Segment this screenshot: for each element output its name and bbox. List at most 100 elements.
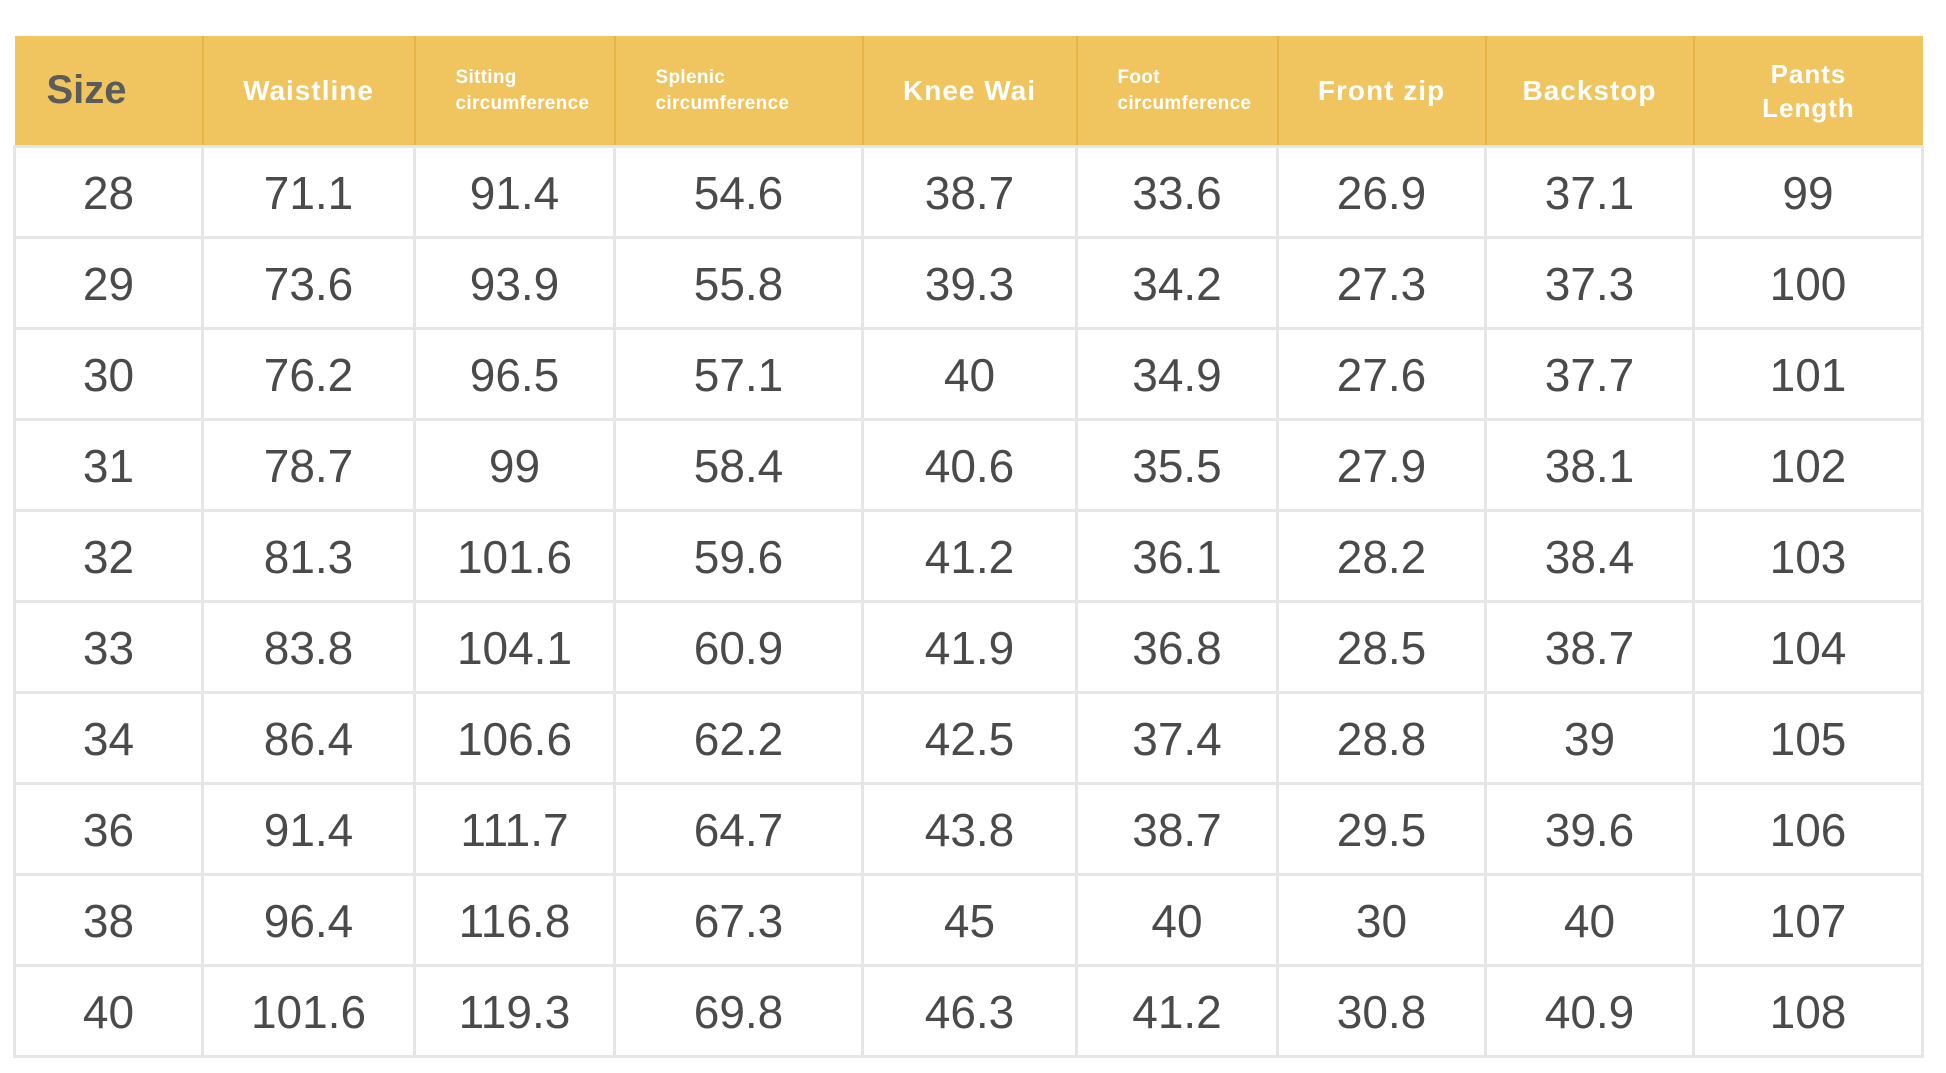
header-row: Size Waistline Sitting circumference Spl… — [14, 36, 1923, 147]
header-knee-wai-label: Knee Wai — [903, 74, 1036, 106]
table-row: 28 71.1 91.4 54.6 38.7 33.6 26.9 37.1 99 — [13, 145, 1924, 239]
cell-front-zip: 26.9 — [1276, 145, 1487, 239]
cell-knee-wai: 40.6 — [861, 418, 1078, 512]
cell-backstop: 40 — [1484, 873, 1695, 967]
cell-waistline: 91.4 — [201, 782, 416, 876]
cell-backstop: 37.7 — [1484, 327, 1695, 421]
cell-front-zip: 30 — [1276, 873, 1487, 967]
header-foot-line2: circumference — [1117, 92, 1252, 114]
cell-pants-length: 100 — [1692, 236, 1924, 330]
cell-size: 34 — [13, 691, 204, 785]
cell-front-zip: 27.6 — [1276, 327, 1487, 421]
cell-sitting-circumference: 106.6 — [413, 691, 616, 785]
cell-size: 40 — [13, 964, 204, 1058]
cell-waistline: 101.6 — [201, 964, 416, 1058]
cell-foot-circumference: 36.8 — [1075, 600, 1279, 694]
cell-backstop: 38.4 — [1484, 509, 1695, 603]
cell-pants-length: 108 — [1692, 964, 1924, 1058]
cell-splenic-circumference: 58.4 — [613, 418, 864, 512]
cell-backstop: 37.3 — [1484, 236, 1695, 330]
cell-foot-circumference: 33.6 — [1075, 145, 1279, 239]
cell-size: 29 — [13, 236, 204, 330]
table-row: 29 73.6 93.9 55.8 39.3 34.2 27.3 37.3 100 — [13, 236, 1924, 330]
cell-splenic-circumference: 55.8 — [613, 236, 864, 330]
header-splenic-line2: circumference — [655, 92, 790, 114]
table-row: 38 96.4 116.8 67.3 45 40 30 40 107 — [13, 873, 1924, 967]
header-size-label: Size — [46, 68, 127, 112]
header-pants-length: Pants Length — [1693, 36, 1923, 147]
cell-sitting-circumference: 119.3 — [413, 964, 616, 1058]
cell-splenic-circumference: 54.6 — [613, 145, 864, 239]
cell-knee-wai: 38.7 — [861, 145, 1078, 239]
table-row: 32 81.3 101.6 59.6 41.2 36.1 28.2 38.4 103 — [13, 509, 1924, 603]
cell-size: 31 — [13, 418, 204, 512]
cell-sitting-circumference: 91.4 — [413, 145, 616, 239]
cell-knee-wai: 41.2 — [861, 509, 1078, 603]
cell-splenic-circumference: 57.1 — [613, 327, 864, 421]
cell-front-zip: 28.2 — [1276, 509, 1487, 603]
cell-splenic-circumference: 62.2 — [613, 691, 864, 785]
header-splenic-line1: Splenic — [655, 66, 726, 88]
cell-sitting-circumference: 96.5 — [413, 327, 616, 421]
cell-sitting-circumference: 99 — [413, 418, 616, 512]
cell-foot-circumference: 35.5 — [1075, 418, 1279, 512]
header-pants-line2: Length — [1762, 92, 1855, 123]
table-body: 28 71.1 91.4 54.6 38.7 33.6 26.9 37.1 99 29 73.6 93… — [13, 145, 1924, 1058]
cell-pants-length: 106 — [1692, 782, 1924, 876]
cell-front-zip: 30.8 — [1276, 964, 1487, 1058]
cell-front-zip: 28.8 — [1276, 691, 1487, 785]
cell-knee-wai: 40 — [861, 327, 1078, 421]
header-front-zip-label: Front zip — [1317, 74, 1446, 106]
header-sitting-circumference: Sitting circumference — [414, 36, 616, 147]
cell-waistline: 96.4 — [201, 873, 416, 967]
table-header: Size Waistline Sitting circumference Spl… — [14, 36, 1923, 147]
cell-knee-wai: 43.8 — [861, 782, 1078, 876]
table-row: 40 101.6 119.3 69.8 46.3 41.2 30.8 40.9 108 — [13, 964, 1924, 1058]
table-row: 31 78.7 99 58.4 40.6 35.5 27.9 38.1 102 — [13, 418, 1924, 512]
cell-backstop: 40.9 — [1484, 964, 1695, 1058]
cell-pants-length: 102 — [1692, 418, 1924, 512]
cell-knee-wai: 45 — [861, 873, 1078, 967]
cell-front-zip: 27.9 — [1276, 418, 1487, 512]
table-row: 33 83.8 104.1 60.9 41.9 36.8 28.5 38.7 104 — [13, 600, 1924, 694]
cell-foot-circumference: 38.7 — [1075, 782, 1279, 876]
cell-foot-circumference: 34.9 — [1075, 327, 1279, 421]
cell-waistline: 73.6 — [201, 236, 416, 330]
cell-pants-length: 104 — [1692, 600, 1924, 694]
header-waistline: Waistline — [202, 36, 416, 147]
cell-backstop: 39 — [1484, 691, 1695, 785]
cell-pants-length: 107 — [1692, 873, 1924, 967]
header-knee-wai: Knee Wai — [862, 36, 1078, 147]
cell-foot-circumference: 34.2 — [1075, 236, 1279, 330]
cell-size: 36 — [13, 782, 204, 876]
header-sitting-line1: Sitting — [455, 66, 517, 88]
cell-backstop: 38.7 — [1484, 600, 1695, 694]
header-foot-line1: Foot — [1117, 66, 1160, 88]
cell-splenic-circumference: 60.9 — [613, 600, 864, 694]
cell-pants-length: 99 — [1692, 145, 1924, 239]
cell-size: 32 — [13, 509, 204, 603]
cell-waistline: 78.7 — [201, 418, 416, 512]
cell-sitting-circumference: 116.8 — [413, 873, 616, 967]
cell-sitting-circumference: 111.7 — [413, 782, 616, 876]
cell-knee-wai: 46.3 — [861, 964, 1078, 1058]
cell-splenic-circumference: 64.7 — [613, 782, 864, 876]
cell-size: 30 — [13, 327, 204, 421]
cell-splenic-circumference: 59.6 — [613, 509, 864, 603]
cell-waistline: 83.8 — [201, 600, 416, 694]
cell-backstop: 37.1 — [1484, 145, 1695, 239]
header-waistline-label: Waistline — [243, 74, 374, 106]
cell-waistline: 86.4 — [201, 691, 416, 785]
cell-waistline: 71.1 — [201, 145, 416, 239]
size-chart-table: Size Waistline Sitting circumference Spl… — [13, 36, 1924, 1058]
header-foot-circumference: Foot circumference — [1076, 36, 1279, 147]
cell-size: 38 — [13, 873, 204, 967]
cell-foot-circumference: 41.2 — [1075, 964, 1279, 1058]
header-size: Size — [14, 36, 204, 147]
table-row: 30 76.2 96.5 57.1 40 34.9 27.6 37.7 101 — [13, 327, 1924, 421]
cell-front-zip: 29.5 — [1276, 782, 1487, 876]
header-front-zip: Front zip — [1277, 36, 1487, 147]
cell-foot-circumference: 40 — [1075, 873, 1279, 967]
cell-splenic-circumference: 67.3 — [613, 873, 864, 967]
table-row: 36 91.4 111.7 64.7 43.8 38.7 29.5 39.6 106 — [13, 782, 1924, 876]
